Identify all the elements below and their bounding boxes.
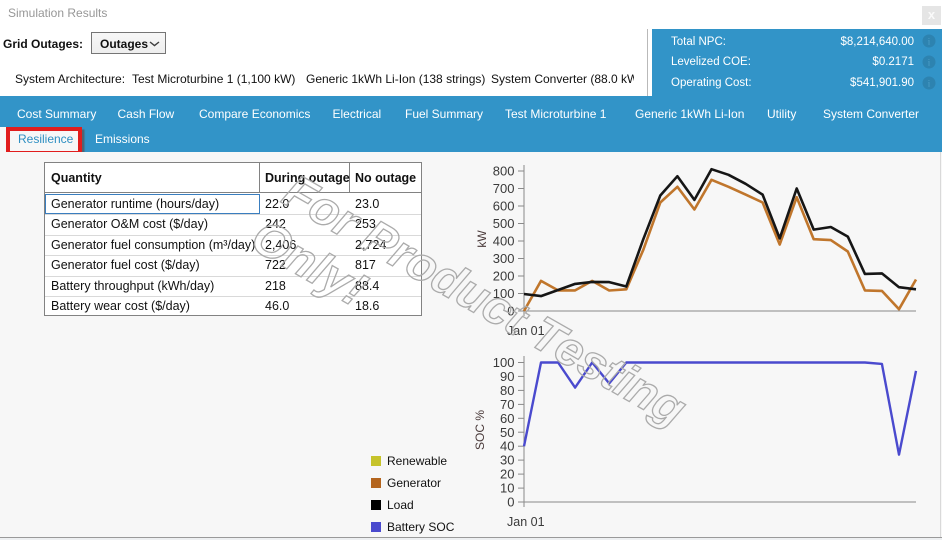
svg-text:0: 0 (507, 495, 514, 510)
svg-text:20: 20 (500, 467, 514, 482)
svg-text:800: 800 (493, 164, 515, 179)
svg-text:0: 0 (507, 304, 514, 319)
svg-text:400: 400 (493, 234, 515, 249)
svg-text:700: 700 (493, 181, 515, 196)
svg-text:i: i (928, 37, 931, 47)
svg-text:30: 30 (500, 453, 514, 468)
svg-text:Jan 01: Jan 01 (507, 324, 545, 338)
svg-text:SOC %: SOC % (473, 410, 487, 450)
svg-text:500: 500 (493, 216, 515, 231)
svg-text:100: 100 (493, 355, 515, 370)
svg-text:50: 50 (500, 425, 514, 440)
svg-text:90: 90 (500, 369, 514, 384)
svg-text:600: 600 (493, 199, 515, 214)
svg-text:100: 100 (493, 286, 515, 301)
svg-text:40: 40 (500, 439, 514, 454)
svg-text:i: i (928, 79, 931, 89)
svg-text:kW: kW (475, 230, 489, 248)
svg-text:200: 200 (493, 269, 515, 284)
svg-text:i: i (928, 58, 931, 68)
svg-text:300: 300 (493, 251, 515, 266)
svg-text:Jan 01: Jan 01 (507, 515, 545, 529)
svg-text:70: 70 (500, 397, 514, 412)
svg-text:10: 10 (500, 481, 514, 496)
svg-text:80: 80 (500, 383, 514, 398)
svg-text:60: 60 (500, 411, 514, 426)
